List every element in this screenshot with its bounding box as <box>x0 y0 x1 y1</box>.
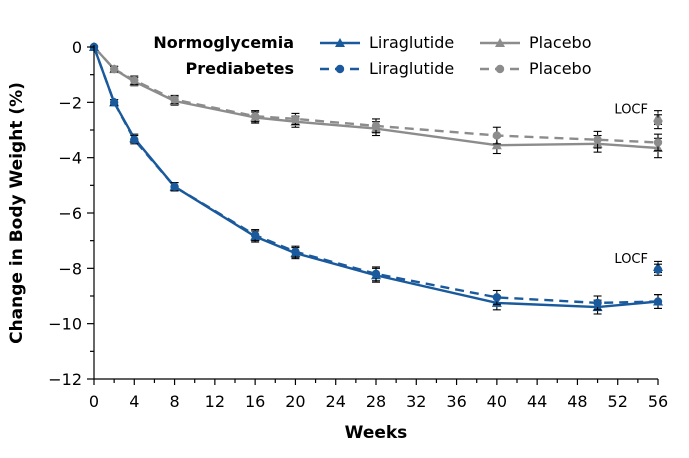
series-prediabetes-placebo <box>89 42 663 152</box>
axes-layer: 0 4 8 12 16 20 24 28 32 36 40 44 48 52 560−2−4−6−8−10−… <box>48 38 668 411</box>
legend-label: Placebo <box>529 33 591 52</box>
data-point <box>130 135 139 144</box>
x-tick-label: 0 <box>89 392 99 411</box>
legend-group-label: Prediabetes <box>185 59 294 78</box>
data-point <box>593 135 602 144</box>
data-point <box>130 76 139 85</box>
y-tick-label: 0 <box>72 38 82 57</box>
locf-point <box>653 117 663 126</box>
y-axis-title: Change in Body Weight (%) <box>7 82 27 344</box>
data-point <box>250 111 260 121</box>
x-tick-label: 52 <box>608 392 628 411</box>
legend: Normoglycemia Liraglutide Placebo Prediabet… <box>153 33 591 78</box>
locf-point <box>653 265 663 274</box>
series-layer: LOCF LOCF <box>89 42 663 315</box>
series-line <box>93 46 659 150</box>
x-tick-label: 24 <box>326 392 346 411</box>
x-tick-label: 28 <box>366 392 386 411</box>
legend-entry: Liraglutide <box>320 33 454 52</box>
legend-label: Liraglutide <box>369 33 454 52</box>
y-tick-label: −12 <box>48 370 82 389</box>
legend-label: Liraglutide <box>369 59 454 78</box>
series-line <box>93 46 659 144</box>
y-tick-label: −8 <box>58 259 82 278</box>
data-point <box>109 98 119 107</box>
x-tick-label: 32 <box>406 392 426 411</box>
data-point <box>492 293 502 302</box>
data-point <box>291 114 300 124</box>
legend-swatch-marker <box>335 64 345 74</box>
y-tick-label: −6 <box>58 204 82 223</box>
legend-entry: Placebo <box>480 59 591 78</box>
x-tick-label: 56 <box>648 392 668 411</box>
x-tick-label: 20 <box>285 392 305 411</box>
legend-swatch-marker <box>495 64 505 74</box>
x-tick-label: 40 <box>487 392 507 411</box>
x-tick-label: 16 <box>245 392 265 411</box>
data-point <box>170 95 179 104</box>
data-point <box>491 140 502 150</box>
x-tick-label: 4 <box>129 392 139 411</box>
data-point <box>371 121 381 131</box>
data-point <box>291 247 300 256</box>
locf-label: LOCF <box>614 103 648 118</box>
series-line <box>92 46 659 305</box>
x-tick-label: 12 <box>205 392 225 411</box>
legend-label: Placebo <box>529 59 591 78</box>
data-point <box>250 230 260 240</box>
x-tick-label: 44 <box>527 392 547 411</box>
locf-group-1: LOCF <box>614 252 663 276</box>
data-point <box>593 298 602 308</box>
data-point <box>170 182 179 191</box>
x-axis-title: Weeks <box>345 423 408 443</box>
y-tick-label: −2 <box>58 93 82 112</box>
x-tick-label: 36 <box>446 392 466 411</box>
legend-swatch-marker <box>335 38 345 47</box>
data-point <box>109 64 119 74</box>
x-tick-label: 48 <box>567 392 587 411</box>
data-point <box>371 269 381 279</box>
y-tick-label: −4 <box>58 149 82 168</box>
legend-entry: Placebo <box>480 33 591 52</box>
locf-group-0: LOCF <box>614 103 663 130</box>
x-tick-label: 8 <box>169 392 179 411</box>
data-point <box>653 297 663 306</box>
data-point <box>653 138 663 147</box>
legend-entry: Liraglutide <box>320 59 454 78</box>
legend-group-label: Normoglycemia <box>153 33 294 52</box>
y-tick-label: −10 <box>48 315 82 334</box>
series-prediabetes-liraglutide <box>89 42 663 311</box>
legend-swatch-marker <box>495 38 505 47</box>
locf-label: LOCF <box>614 252 648 267</box>
data-point <box>492 131 502 140</box>
